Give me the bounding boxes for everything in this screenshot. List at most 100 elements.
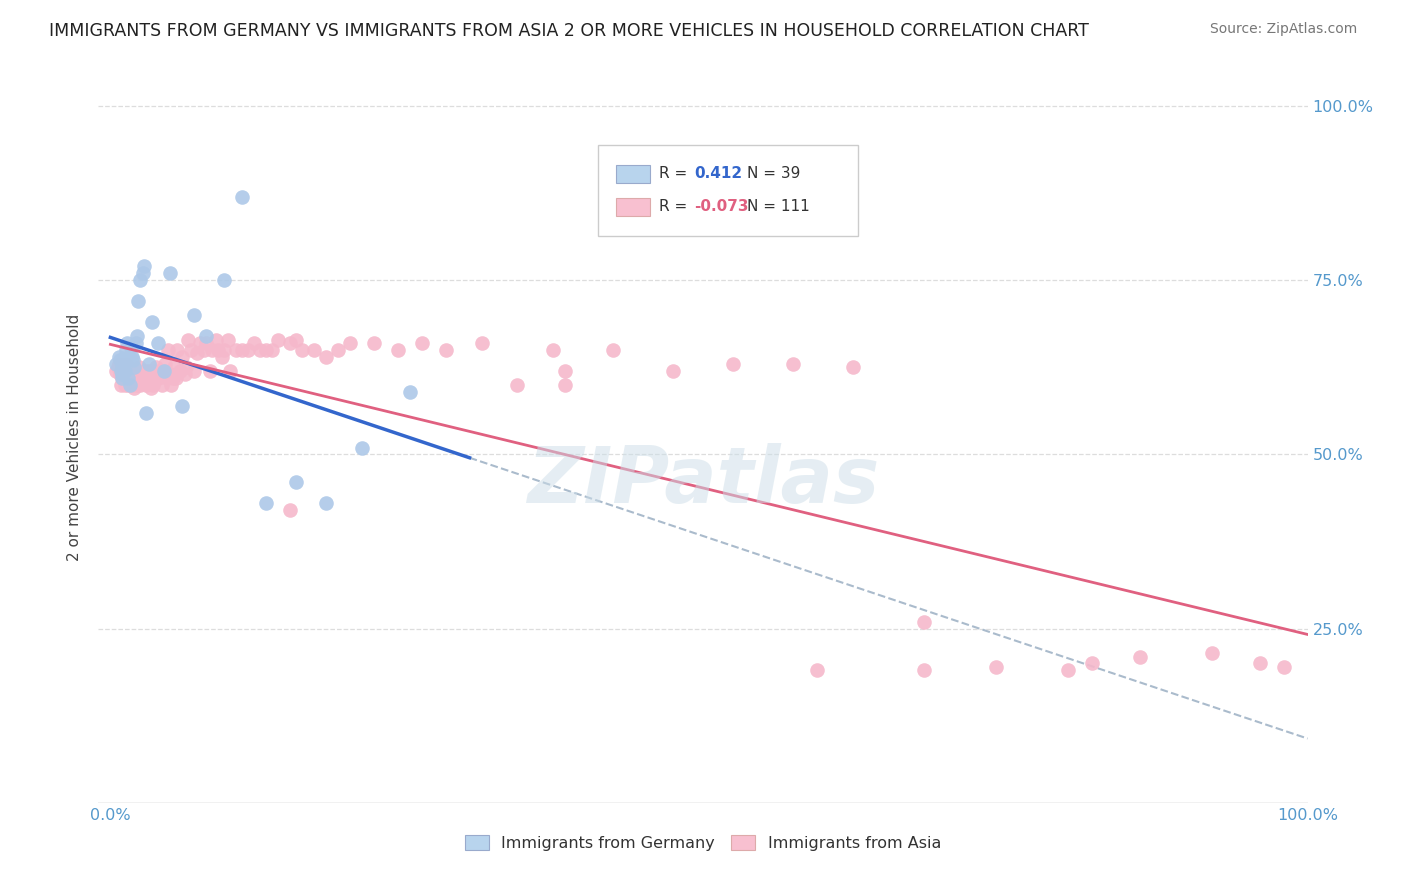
Point [183, 364, 205, 378]
Point [174, 360, 197, 375]
Point [180, 343, 202, 357]
Point [363, 336, 385, 351]
Point [108, 368, 131, 382]
Point [204, 333, 226, 347]
Point [231, 343, 253, 357]
Point [112, 368, 135, 382]
Point [138, 368, 160, 382]
Point [118, 371, 141, 385]
Point [260, 343, 283, 357]
Point [159, 266, 181, 280]
Text: N = 39: N = 39 [747, 166, 800, 181]
Y-axis label: 2 or more Vehicles in Household: 2 or more Vehicles in Household [67, 313, 83, 561]
Point [411, 336, 433, 351]
Point [111, 360, 134, 375]
Point [177, 333, 200, 347]
Point [284, 475, 307, 490]
Point [134, 368, 156, 382]
Point [128, 360, 150, 375]
Point [120, 368, 142, 382]
Point [554, 364, 576, 378]
Point [254, 496, 277, 510]
Point [122, 364, 145, 378]
Point [172, 399, 194, 413]
Point [132, 375, 155, 389]
Text: IMMIGRANTS FROM GERMANY VS IMMIGRANTS FROM ASIA 2 OR MORE VEHICLES IN HOUSEHOLD : IMMIGRANTS FROM GERMANY VS IMMIGRANTS FR… [49, 22, 1090, 40]
Point [201, 343, 224, 357]
Point [1272, 660, 1295, 674]
Point [914, 615, 936, 629]
Point [339, 336, 361, 351]
Point [284, 333, 307, 347]
Point [278, 336, 301, 351]
Point [155, 357, 177, 371]
Legend: Immigrants from Germany, Immigrants from Asia: Immigrants from Germany, Immigrants from… [458, 828, 948, 857]
Point [350, 441, 373, 455]
Point [434, 343, 457, 357]
Point [135, 371, 157, 385]
Text: -0.073: -0.073 [695, 199, 749, 214]
Point [114, 377, 136, 392]
Point [141, 315, 163, 329]
Point [387, 343, 409, 357]
Point [278, 503, 301, 517]
Point [163, 360, 186, 375]
Text: ZIPatlas: ZIPatlas [527, 443, 879, 519]
Point [105, 357, 128, 371]
Point [122, 353, 145, 368]
Point [131, 371, 153, 385]
Point [193, 343, 215, 357]
Point [139, 381, 162, 395]
Point [195, 329, 218, 343]
Point [124, 381, 146, 395]
Point [156, 343, 179, 357]
Text: 0.412: 0.412 [695, 166, 742, 181]
Point [150, 377, 173, 392]
Point [165, 371, 187, 385]
Point [117, 377, 139, 392]
Point [986, 660, 1008, 674]
Bar [616, 198, 650, 216]
Point [1249, 657, 1271, 671]
Point [470, 336, 492, 351]
Point [129, 368, 152, 382]
Point [143, 364, 166, 378]
Point [117, 371, 139, 385]
Point [806, 664, 828, 678]
Point [160, 377, 183, 392]
Point [662, 364, 685, 378]
Point [254, 343, 277, 357]
Point [186, 346, 208, 360]
Point [107, 360, 129, 375]
Point [107, 357, 129, 371]
Point [149, 368, 172, 382]
Point [721, 357, 744, 371]
Point [129, 273, 152, 287]
Point [124, 360, 146, 375]
Text: Source: ZipAtlas.com: Source: ZipAtlas.com [1209, 22, 1357, 37]
Point [111, 368, 134, 382]
Point [111, 371, 134, 385]
Point [111, 371, 134, 385]
Point [159, 368, 181, 382]
Text: R =: R = [659, 166, 693, 181]
Point [117, 360, 139, 375]
Point [110, 377, 132, 392]
Point [125, 329, 148, 343]
Point [212, 343, 235, 357]
Point [315, 350, 337, 364]
Point [162, 371, 184, 385]
Point [115, 357, 138, 371]
Point [188, 336, 211, 351]
Point [115, 343, 138, 357]
Point [231, 190, 253, 204]
Point [108, 353, 131, 368]
Point [1201, 646, 1223, 660]
Point [841, 360, 863, 375]
Point [173, 368, 195, 382]
Point [1057, 664, 1080, 678]
Point [212, 273, 235, 287]
Point [543, 343, 565, 357]
Point [207, 343, 229, 357]
Point [169, 364, 191, 378]
